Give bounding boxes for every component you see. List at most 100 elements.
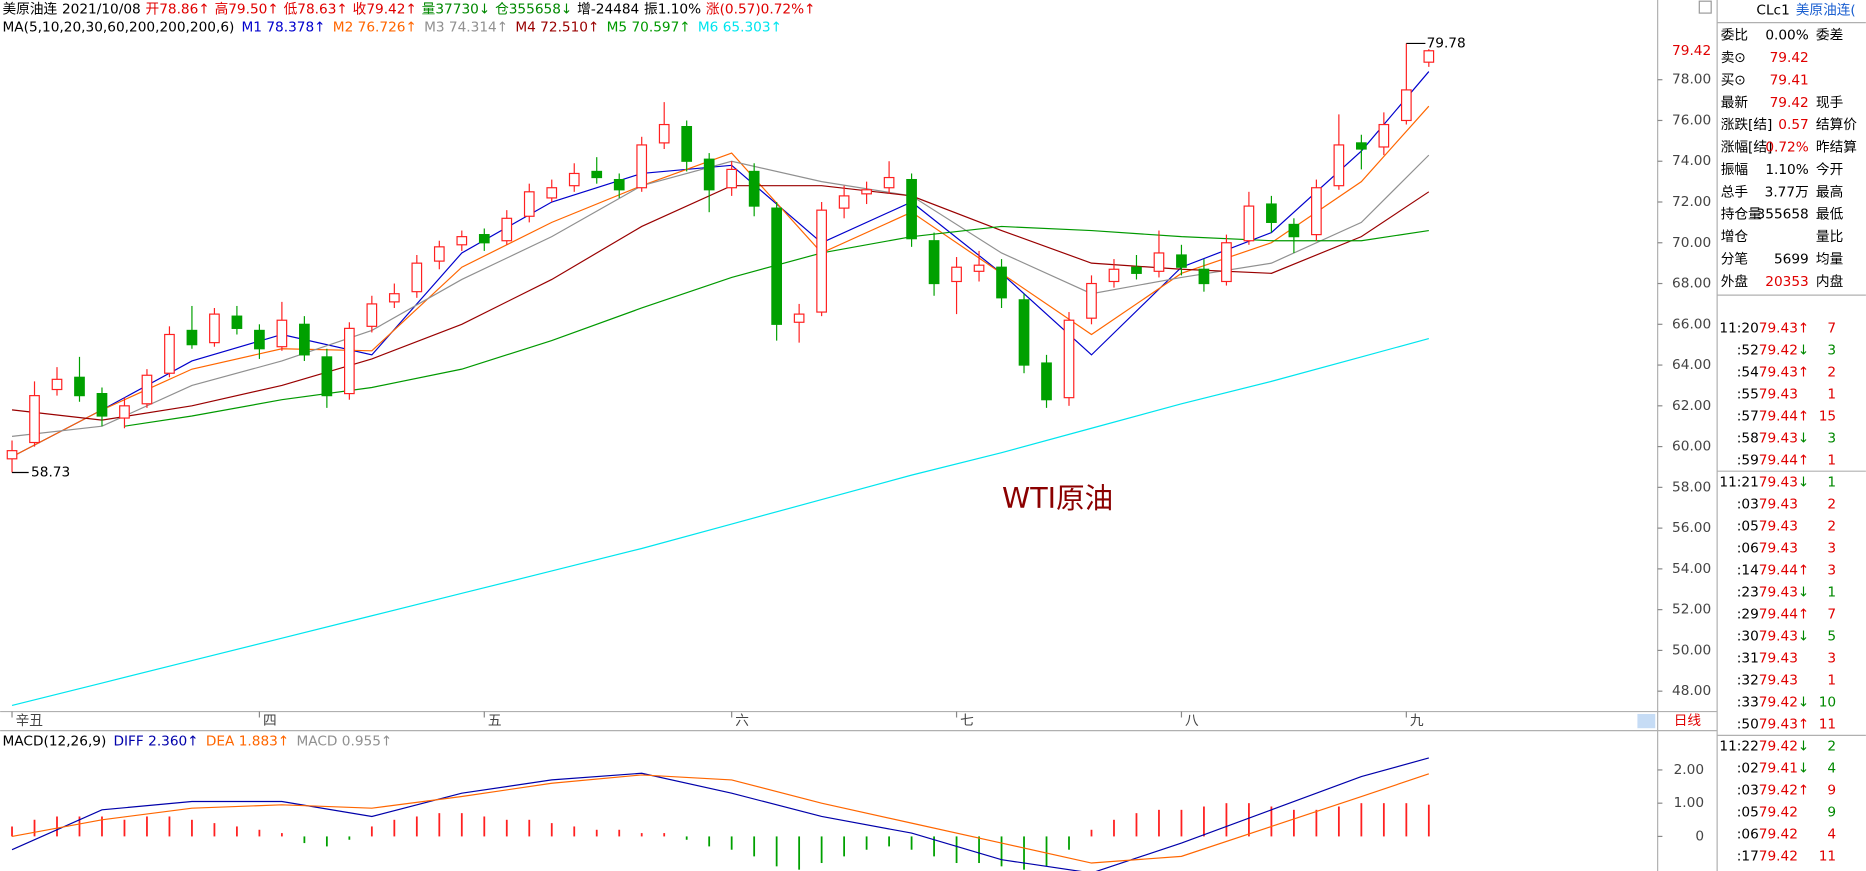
tick-price: 79.42: [1759, 805, 1798, 821]
candle-body: [951, 266, 962, 283]
price: 79.42: [1759, 695, 1798, 711]
candle-body: [6, 450, 18, 460]
candle-body: [928, 240, 940, 285]
tick-price: 79.43: [1759, 673, 1798, 689]
tick-time: :57: [1737, 408, 1759, 424]
row-label: 昨结算: [1816, 140, 1857, 156]
direction: ↑: [1798, 408, 1809, 424]
legend-entry: M4 72.510↑: [515, 19, 599, 35]
direction: ↑: [1798, 452, 1809, 468]
candle-body: [388, 293, 400, 303]
direction: ↑: [1798, 783, 1809, 799]
tick-volume: 3: [1827, 541, 1836, 557]
candle-body: [501, 217, 513, 242]
price: 79.43: [1759, 673, 1798, 689]
tick-time: :14: [1737, 563, 1759, 579]
header-item: 2021/10/08: [62, 2, 141, 18]
legend-entry: DIFF 2.360↑: [113, 733, 198, 749]
max-label: 79.78: [1427, 35, 1466, 51]
tick-time: :05: [1737, 519, 1759, 535]
direction: ↓: [1798, 761, 1809, 777]
y-tick-label: 58.00: [1672, 479, 1711, 495]
candle-body: [119, 405, 130, 419]
row-value: 79.42: [1770, 95, 1809, 111]
tick-volume: 1: [1827, 673, 1836, 689]
candle-body: [816, 209, 827, 313]
price: 79.43: [1759, 541, 1798, 557]
row-value: 79.42: [1770, 50, 1809, 66]
direction: ↑: [1798, 607, 1809, 623]
row-label: 涨幅[结]: [1721, 140, 1773, 156]
direction: ↓: [1798, 585, 1809, 601]
direction: ↑: [1798, 364, 1809, 380]
tick-time: 11:21: [1719, 475, 1758, 491]
price: 79.43: [1759, 497, 1798, 513]
row-label: 增仓: [1721, 229, 1749, 245]
price: 79.43: [1759, 717, 1798, 733]
row-value: 3.77万: [1765, 184, 1809, 200]
y-tick-label: 60.00: [1672, 439, 1711, 455]
tick-volume: 9: [1827, 783, 1836, 799]
y-tick-label: 62.00: [1672, 398, 1711, 414]
header-item: 振1.10%: [644, 2, 701, 18]
tick-time: :33: [1737, 695, 1759, 711]
candle-body: [1176, 254, 1187, 268]
candle-body: [1333, 144, 1345, 187]
candle-body: [344, 327, 355, 395]
tick-volume: 15: [1819, 408, 1836, 424]
candle-body: [186, 329, 198, 346]
candle-body: [1086, 282, 1097, 319]
tick-volume: 4: [1827, 827, 1836, 843]
price: 79.43: [1759, 320, 1798, 336]
price: 79.44: [1759, 563, 1798, 579]
tick-price: 79.42↓: [1759, 342, 1810, 358]
tick-price: 79.42: [1759, 849, 1798, 865]
tick-price: 79.43: [1759, 651, 1798, 667]
row-label: 持仓量: [1721, 207, 1762, 223]
tick-time: :03: [1737, 783, 1759, 799]
quote-panel: CLc1 美原油连(委比 0.00% 委差卖⊙ 79.42 买⊙ 79.41 最新 79.42 现…: [1717, 3, 1866, 865]
price: 79.42: [1759, 827, 1798, 843]
candle-body: [366, 303, 378, 327]
tick-price: 79.42↓: [1759, 739, 1810, 755]
annotation: WTI原油: [1002, 481, 1113, 515]
header-item: 量37730↓: [422, 2, 491, 18]
tick-time: :17: [1737, 849, 1759, 865]
direction: ↑: [1798, 563, 1809, 579]
tick-volume: 11: [1819, 717, 1836, 733]
candle-body: [703, 158, 715, 191]
row-label: 分笔: [1721, 251, 1748, 267]
direction: ↓: [1798, 695, 1809, 711]
tick-price: 79.43↑: [1759, 717, 1810, 733]
row-label: 委比: [1721, 28, 1748, 44]
ma-line: [11, 105, 1430, 458]
price: 79.42: [1759, 342, 1798, 358]
header-item: 低78.63↑: [284, 2, 348, 18]
y-tick-label: 48.00: [1672, 683, 1711, 699]
x-tick-label: 八: [1185, 713, 1199, 729]
tick-price: 79.41↓: [1759, 761, 1810, 777]
y-tick-label: 50.00: [1672, 642, 1711, 658]
tick-time: :06: [1737, 541, 1759, 557]
candle-body: [973, 264, 985, 272]
row-label: 内盘: [1816, 273, 1844, 290]
candle-body: [613, 178, 625, 191]
y-tick-label: 68.00: [1672, 276, 1711, 292]
candle-body: [1288, 223, 1300, 238]
price: 79.42: [1759, 783, 1798, 799]
window-button[interactable]: [1698, 0, 1712, 14]
price: 79.44: [1759, 607, 1798, 623]
row-label: 均量: [1816, 251, 1844, 267]
row-label: 总手: [1721, 184, 1749, 200]
candle-body: [74, 376, 85, 397]
tick-time: :32: [1737, 673, 1759, 689]
x-tick-label: 辛丑: [16, 713, 44, 729]
row-value: 5699: [1774, 251, 1809, 267]
row-label: 今开: [1816, 162, 1843, 178]
row-value: 0.72%: [1765, 140, 1808, 156]
price: 79.43: [1759, 651, 1798, 667]
tick-volume: 7: [1827, 607, 1836, 623]
macd-plot: [11, 757, 1430, 871]
row-label: 振幅: [1721, 162, 1749, 178]
candle-body: [1018, 299, 1030, 366]
